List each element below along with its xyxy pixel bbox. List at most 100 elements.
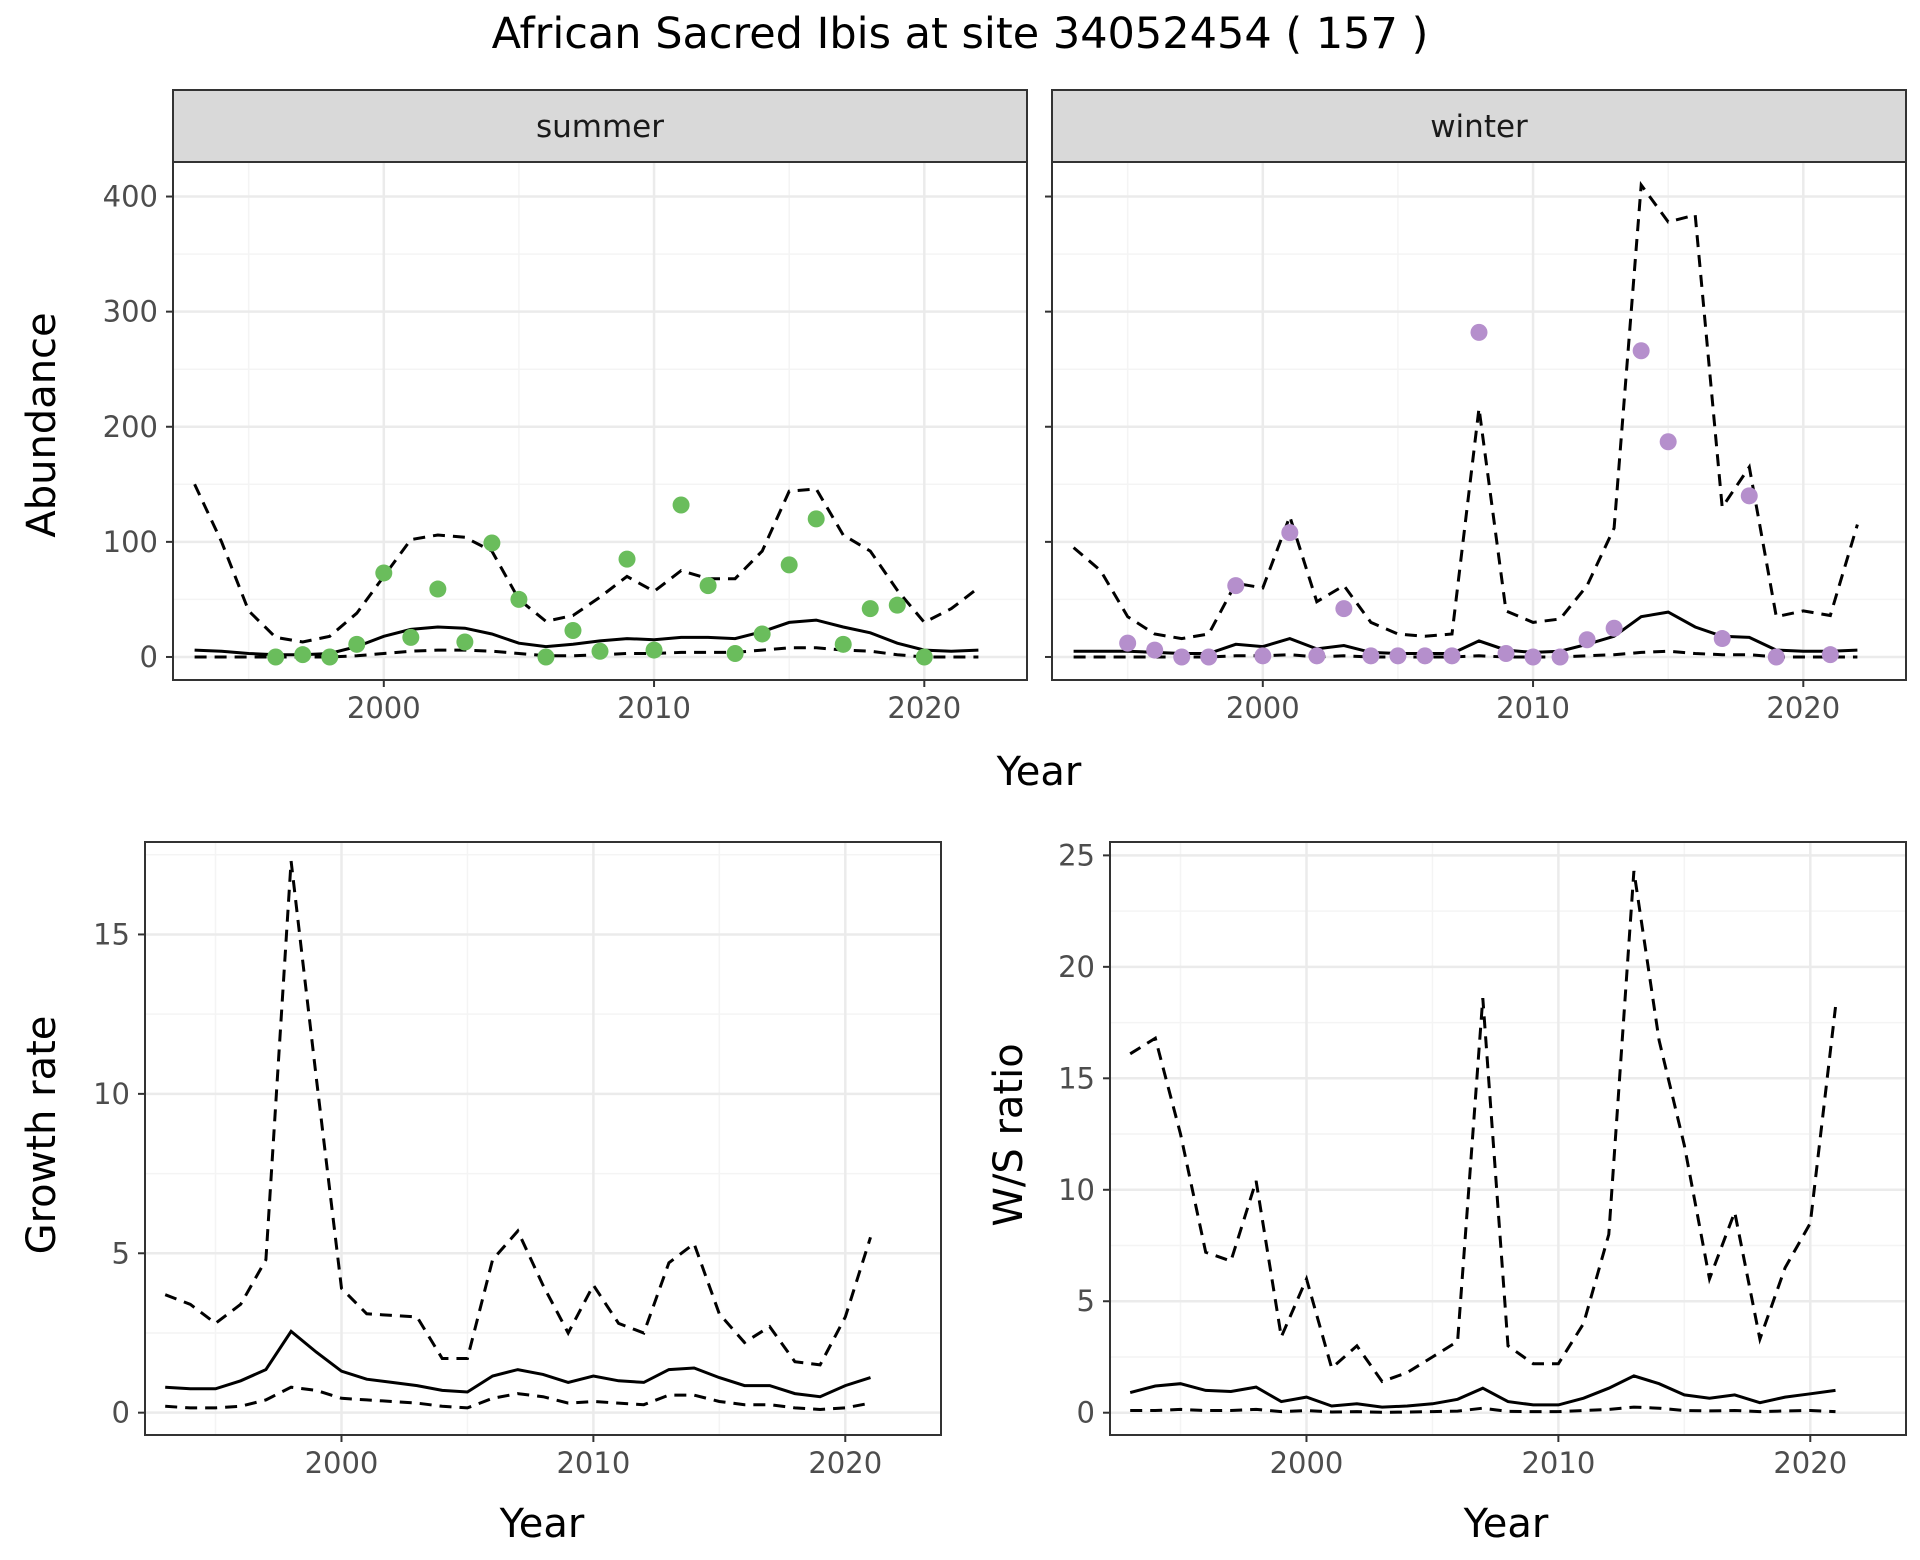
data-point [1443,647,1461,665]
growth-rate-panel: 2000 2010 2020 0 5 10 15 [93,841,942,1480]
data-point [348,635,366,653]
data-point [483,534,501,552]
x-tick-label: 2020 [808,1446,882,1480]
y-tick-label: 400 [103,180,158,214]
x-tick-label: 2000 [305,1446,379,1480]
data-point [591,642,609,660]
ws-ratio-y-axis-label: W/S ratio [986,1043,1032,1226]
data-point [1524,648,1542,666]
y-tick-label: 15 [93,917,130,951]
data-point [321,648,339,666]
x-tick-label: 2020 [1773,1446,1847,1480]
data-point [1281,524,1299,542]
data-point [510,590,528,608]
data-point [672,496,690,514]
growth-x-axis-label: Year [499,1501,585,1547]
data-point [1740,487,1758,505]
y-tick-label: 15 [1058,1061,1095,1095]
y-tick-label: 10 [93,1077,130,1111]
data-point [1605,619,1623,637]
data-point [1578,631,1596,649]
panel-background [145,842,941,1435]
data-point [537,648,555,666]
y-tick-label: 100 [103,525,158,559]
growth-y-axis-label: Growth rate [19,1016,65,1255]
abundance-y-axis-label: Abundance [19,312,65,537]
data-point [1713,630,1731,648]
abundance-winter-panel: 2000 2010 2020 winter [1045,89,1907,725]
data-point [1470,323,1488,341]
data-point [375,564,393,582]
data-point [294,646,312,664]
facet-label: summer [536,109,664,145]
data-point [1362,647,1380,665]
y-tick-label: 200 [103,410,158,444]
data-point [699,577,717,595]
y-tick-label: 300 [103,295,158,329]
y-tick-label: 25 [1058,838,1095,872]
figure-title: African Sacred Ibis at site 34052454 ( 1… [492,9,1429,59]
y-tick-label: 20 [1058,950,1095,984]
data-point [1497,645,1515,663]
data-point [1632,342,1650,360]
data-point [618,550,636,568]
data-point [267,648,285,666]
upper-bound-line [164,860,872,1367]
panel-background [173,162,1027,680]
data-point [834,635,852,653]
data-point [915,648,933,666]
data-point [1416,647,1434,665]
data-point [402,628,420,646]
data-point [861,600,879,618]
data-point [780,556,798,574]
ws-ratio-panel: 2000 2010 2020 0 5 10 15 20 25 [1058,838,1907,1480]
data-point [753,625,771,643]
x-tick-label: 2010 [1521,1446,1595,1480]
panel-border [144,841,942,1436]
x-tick-label: 2010 [1496,691,1570,725]
mean-line [1129,1374,1836,1409]
data-point [429,580,447,598]
data-point [1200,648,1218,666]
data-point [1146,641,1164,659]
data-point [1173,648,1191,666]
data-point [456,633,474,651]
facet-strip [1051,89,1907,163]
data-point [645,641,663,659]
x-tick-label: 2000 [1270,1446,1344,1480]
lower-bound-line [1130,1405,1836,1414]
facet-strip [172,89,1028,163]
y-tick-label: 0 [112,1396,130,1430]
x-tick-label: 2000 [347,691,421,725]
y-tick-label: 5 [112,1236,130,1270]
x-tick-label: 2020 [1766,691,1840,725]
lower-bound-line [165,1385,871,1412]
data-point [1551,648,1569,666]
ws-ratio-x-axis-label: Year [1463,1501,1549,1547]
mean-line [165,1329,871,1399]
data-point [1254,647,1272,665]
y-tick-label: 0 [140,640,158,674]
data-point [1821,646,1839,664]
data-point [1389,647,1407,665]
data-point [1659,433,1677,451]
data-point [807,510,825,528]
y-tick-label: 5 [1077,1284,1095,1318]
data-point [888,596,906,614]
upper-bound-line [1129,870,1837,1384]
y-tick-label: 0 [1077,1396,1095,1430]
data-point [1335,600,1353,618]
x-tick-label: 2000 [1226,691,1300,725]
panel-border [1109,841,1907,1436]
panel-background [1052,162,1906,680]
data-point [1119,634,1137,652]
x-tick-label: 2010 [617,691,691,725]
upper-bound-line [193,483,980,644]
x-tick-label: 2010 [556,1446,630,1480]
x-tick-label: 2020 [887,691,961,725]
data-point [1227,577,1245,595]
abundance-x-axis-label: Year [996,749,1082,795]
data-point [564,622,582,640]
data-point [1308,647,1326,665]
data-point [1767,648,1785,666]
